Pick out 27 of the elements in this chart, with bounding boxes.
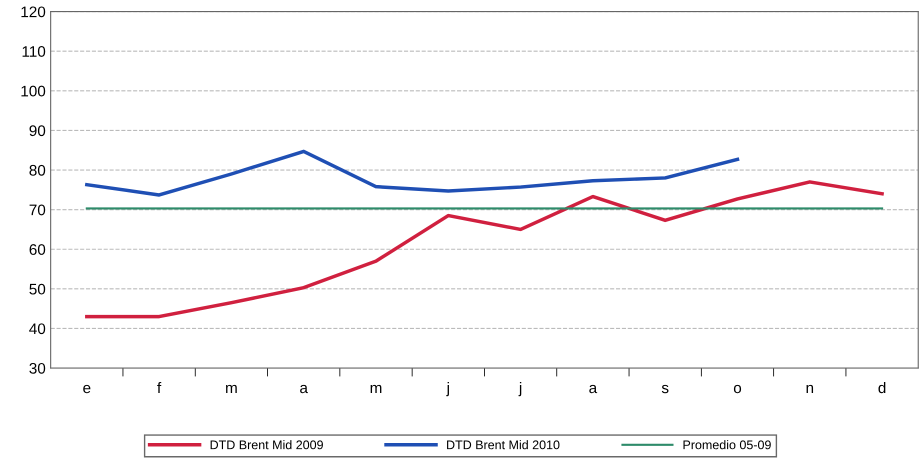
y-tick-label: 40 [29,323,46,334]
x-tick-label: j [446,382,449,396]
y-tick-label: 70 [30,204,46,216]
y-tick-label: 110 [22,46,46,57]
legend-label: DTD Brent Mid 2009 [210,440,323,450]
x-tick-label: s [662,384,668,394]
y-tick-label: 80 [29,164,46,176]
x-tick-label: o [734,384,742,394]
y-tick-label: 100 [21,86,46,96]
y-tick-label: 120 [21,6,46,18]
line-series [85,150,740,197]
x-tick-label: f [157,382,162,394]
y-tick-label: 30 [29,362,46,374]
x-tick-label: j [518,382,522,396]
x-tick-label: n [806,384,814,394]
y-tick-label: 60 [30,244,46,255]
y-tick-label: 50 [29,284,46,295]
x-tick-label: a [300,384,308,394]
x-tick-label: e [83,384,90,394]
y-tick-label: 90 [30,125,46,136]
line-series [85,180,884,318]
x-tick-label: m [226,384,237,394]
x-tick-label: a [589,384,598,394]
legend-label: Promedio 05-09 [683,440,771,450]
x-tick-label: m [370,384,382,394]
x-tick-label: d [878,382,886,394]
legend-label: DTD Brent Mid 2010 [447,440,560,450]
